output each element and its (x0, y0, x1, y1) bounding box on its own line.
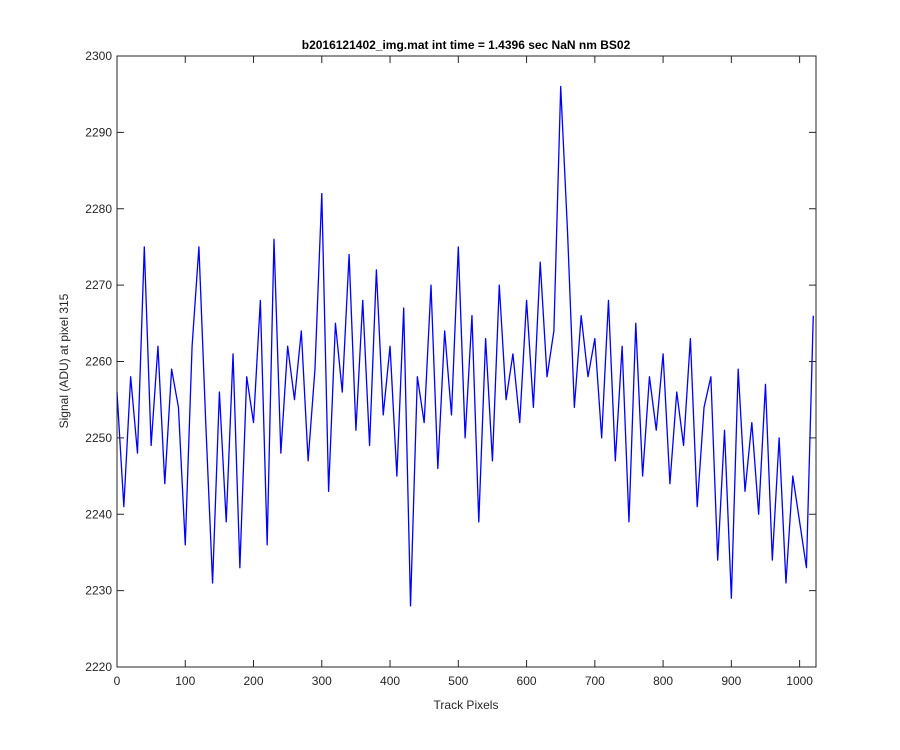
series-line (116, 85, 814, 607)
x-tick-label: 200 (244, 674, 264, 688)
x-tick-label: 300 (312, 674, 332, 688)
x-tick-label: 700 (585, 674, 605, 688)
y-tick-label: 2260 (85, 355, 112, 369)
x-axis-ticks: 0 100 200 300 400 500 600 700 800 900 1000 (114, 56, 813, 688)
y-tick-label: 2300 (85, 49, 112, 63)
y-tick-label: 2270 (85, 278, 112, 292)
y-tick-label: 2230 (85, 584, 112, 598)
x-tick-label: 600 (517, 674, 537, 688)
x-axis-label: Track Pixels (434, 698, 499, 712)
x-tick-label: 800 (653, 674, 673, 688)
x-tick-label: 0 (114, 674, 121, 688)
y-tick-label: 2220 (85, 660, 112, 674)
y-tick-label: 2280 (85, 202, 112, 216)
x-tick-label: 400 (380, 674, 400, 688)
y-tick-label: 2250 (85, 431, 112, 445)
x-tick-label: 100 (175, 674, 195, 688)
y-axis-label: Signal (ADU) at pixel 315 (57, 293, 71, 428)
x-tick-label: 1000 (786, 674, 813, 688)
y-tick-label: 2240 (85, 507, 112, 521)
y-tick-label: 2290 (85, 125, 112, 139)
x-tick-label: 500 (448, 674, 468, 688)
plot-area (117, 56, 816, 667)
y-axis-ticks: 2220 2230 2240 2250 2260 2270 2280 2290 2300 (85, 49, 816, 674)
chart-title: b2016121402_img.mat int time = 1.4396 se… (302, 38, 631, 52)
series-layer (116, 85, 814, 607)
x-tick-label: 900 (721, 674, 741, 688)
